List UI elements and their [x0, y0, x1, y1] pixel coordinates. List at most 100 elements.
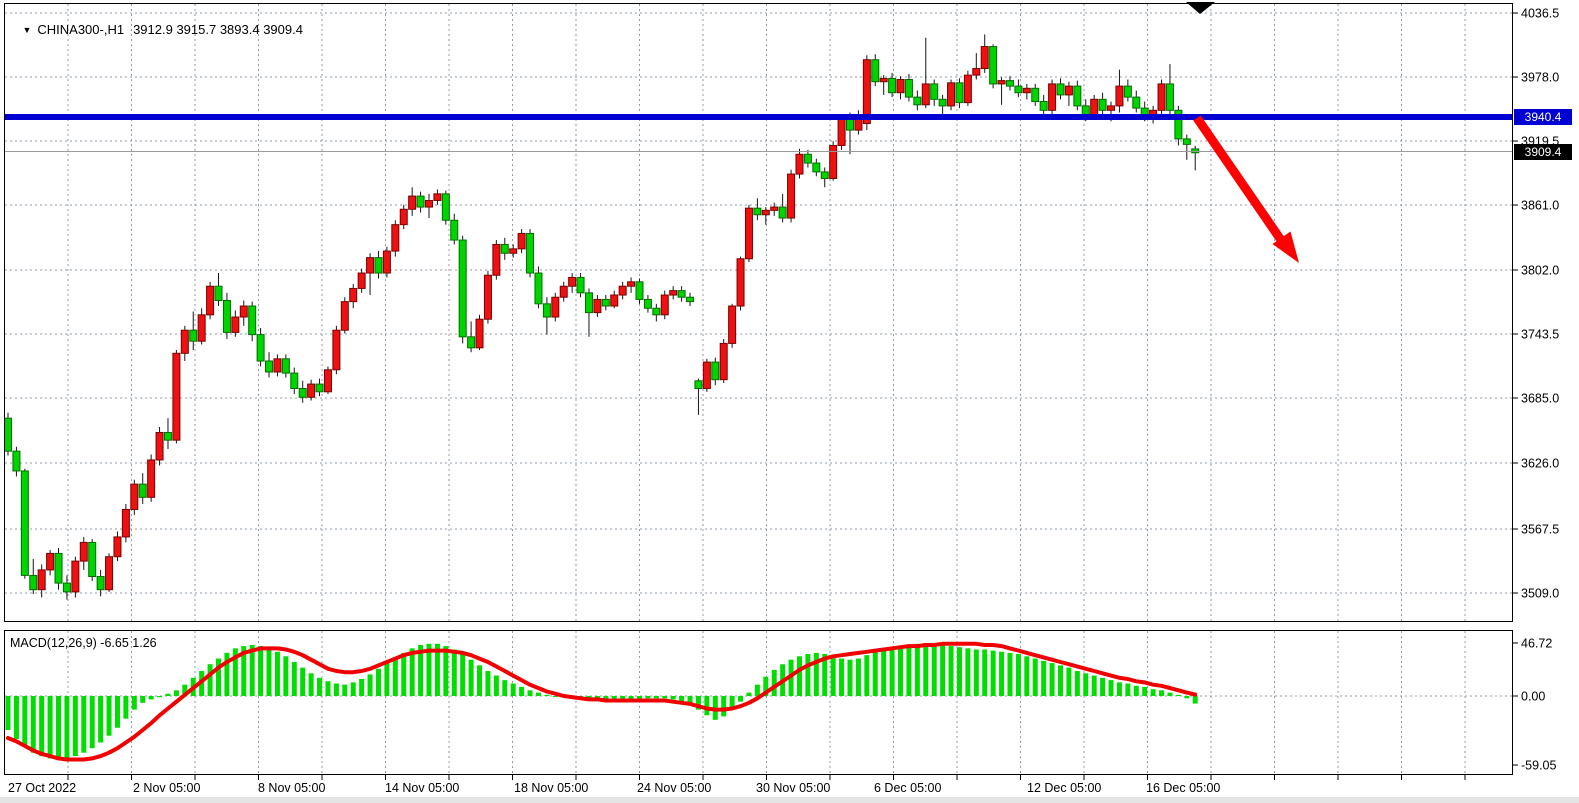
price-axis: 4036.53978.03919.53861.03802.03743.53685…	[1512, 7, 1559, 601]
macd-histogram-bar	[157, 696, 163, 698]
macd-histogram-bar	[1015, 654, 1021, 696]
chart-title: ▼ CHINA300-,H1 3912.9 3915.7 3893.4 3909.4	[8, 7, 303, 52]
bull-candle	[340, 301, 349, 331]
macd-histogram-bar	[123, 696, 129, 719]
macd-histogram-bar	[325, 681, 331, 696]
macd-histogram-bar	[308, 673, 314, 696]
bull-candle	[1090, 98, 1099, 116]
bear-candle	[576, 276, 585, 294]
macd-histogram-bar	[266, 648, 272, 696]
macd-axis: 46.72 0.00 -59.05	[1512, 637, 1556, 773]
macd-histogram-bar	[1159, 690, 1165, 696]
macd-histogram-bar	[1184, 696, 1190, 699]
macd-histogram-bar	[1142, 686, 1148, 696]
bear-candle	[1123, 85, 1132, 98]
time-tick-label: 30 Nov 05:00	[756, 781, 830, 795]
bull-candle	[972, 68, 981, 76]
macd-histogram-bar	[182, 684, 188, 696]
macd-histogram-bar	[232, 648, 238, 696]
macd-histogram-bar	[342, 684, 348, 696]
bull-candle	[702, 361, 711, 389]
bull-candle	[357, 272, 366, 289]
bull-candle	[155, 431, 164, 461]
bear-candle	[686, 296, 695, 303]
price-tick-label: 3509.0	[1521, 587, 1559, 601]
time-tick-label: 2 Nov 05:00	[133, 781, 200, 795]
macd-histogram-bar	[662, 696, 668, 699]
macd-histogram-bar	[1058, 665, 1063, 696]
macd-histogram-bar	[258, 646, 264, 696]
bear-candle	[450, 219, 459, 241]
macd-histogram-bar	[350, 682, 356, 696]
macd-histogram-bar	[552, 696, 558, 697]
macd-histogram-bar	[460, 654, 466, 696]
bear-candle	[1039, 101, 1048, 111]
price-tick-label: 3743.5	[1521, 328, 1559, 342]
horizontal-line-object[interactable]	[5, 114, 1512, 120]
bear-candle	[214, 285, 223, 302]
bull-candle	[391, 224, 400, 252]
bull-candle	[1157, 83, 1166, 111]
bull-candle	[618, 285, 627, 296]
macd-histogram-bar	[241, 646, 247, 696]
macd-histogram-bar	[317, 677, 323, 696]
macd-histogram-bar	[544, 694, 550, 696]
ohlc-values-label: 3912.9 3915.7 3893.4 3909.4	[133, 22, 303, 37]
bear-candle	[96, 576, 105, 591]
bull-candle	[475, 318, 484, 349]
macd-pane-border	[4, 630, 1513, 775]
bear-candle	[1005, 80, 1014, 87]
bear-candle	[54, 552, 63, 584]
bull-candle	[980, 46, 989, 70]
bull-candle	[728, 305, 737, 344]
macd-histogram-bar	[131, 696, 137, 710]
down-arrow-annotation[interactable]	[1193, 115, 1299, 263]
bull-candle	[963, 74, 972, 104]
symbol-dropdown-icon[interactable]: ▼	[22, 25, 32, 35]
macd-histogram-bar	[914, 643, 920, 696]
macd-histogram-bar	[898, 646, 904, 696]
macd-histogram-bar	[889, 647, 895, 696]
bear-candle	[652, 307, 661, 316]
bear-candle	[29, 574, 38, 591]
macd-histogram-bar	[392, 657, 398, 696]
bull-candle	[332, 329, 341, 371]
macd-histogram-bar	[1032, 658, 1038, 696]
bull-candle	[517, 232, 526, 250]
bull-candle	[736, 258, 745, 307]
time-tick-label: 24 Nov 05:00	[637, 781, 711, 795]
bull-candle	[610, 294, 619, 307]
macd-histogram	[5, 643, 1198, 760]
time-tick-label: 16 Dec 05:00	[1146, 781, 1220, 795]
macd-histogram-bar	[906, 644, 912, 696]
macd-histogram-bar	[22, 696, 28, 748]
bear-candle	[138, 483, 147, 498]
macd-histogram-bar	[940, 644, 946, 696]
time-tick-label: 12 Dec 05:00	[1027, 781, 1101, 795]
price-tick-label: 3626.0	[1521, 457, 1559, 471]
arrow-shaft	[1193, 115, 1285, 243]
bull-candle	[660, 294, 669, 316]
macd-histogram-bar	[283, 656, 289, 696]
bull-candle	[382, 250, 391, 274]
price-tick-label: 4036.5	[1521, 7, 1559, 21]
macd-histogram-bar	[695, 696, 701, 710]
macd-histogram-bar	[249, 644, 255, 696]
bear-candle	[12, 450, 21, 472]
chart-shift-marker[interactable]	[1186, 2, 1215, 14]
bull-candle	[231, 316, 240, 333]
macd-histogram-bar	[47, 696, 53, 759]
macd-histogram-bar	[620, 696, 626, 701]
bear-candle	[458, 239, 467, 338]
macd-histogram-bar	[746, 692, 752, 696]
macd-histogram-bar	[1083, 673, 1089, 696]
bear-candle	[467, 336, 476, 349]
bear-candle	[989, 46, 998, 85]
bull-candle	[1022, 87, 1031, 94]
macd-histogram-bar	[754, 684, 760, 696]
bear-candle	[374, 257, 383, 274]
macd-histogram-bar	[931, 643, 937, 696]
macd-histogram-bar	[13, 696, 19, 740]
time-tick-label: 18 Nov 05:00	[514, 781, 588, 795]
